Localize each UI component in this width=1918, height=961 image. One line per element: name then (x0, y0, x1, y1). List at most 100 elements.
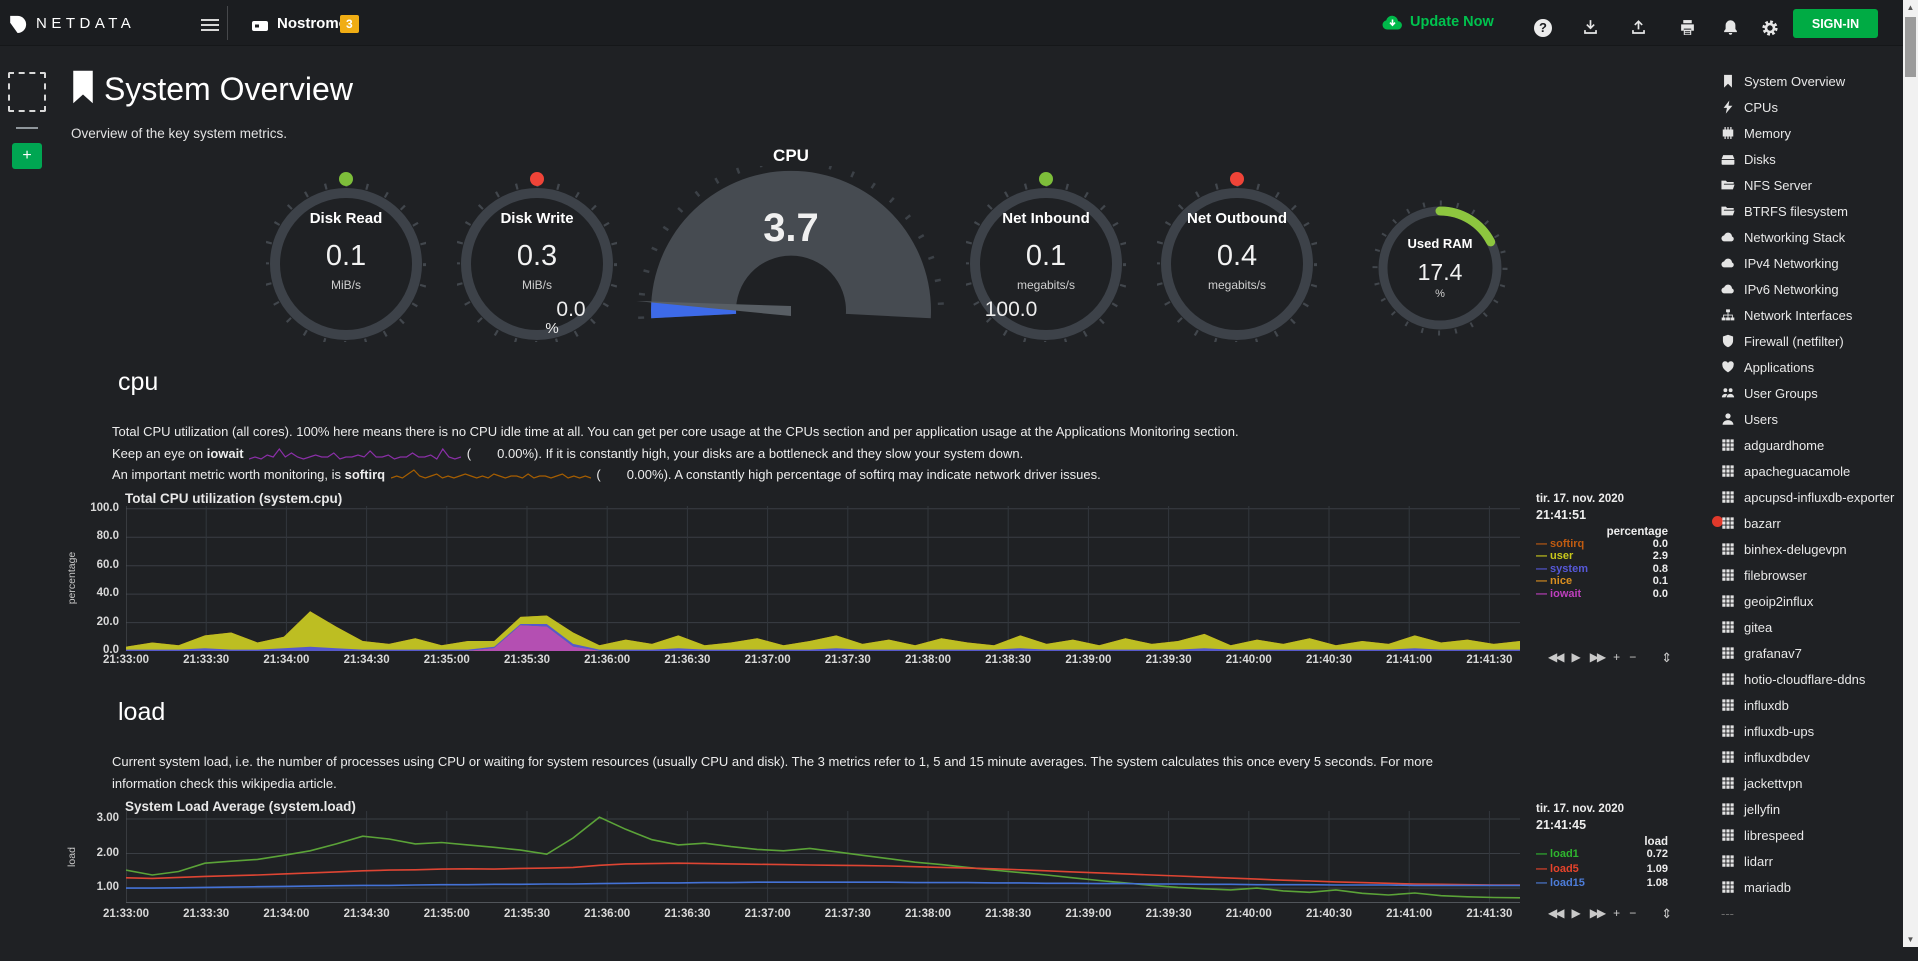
sidebar-item-jellyfin[interactable]: jellyfin (1721, 796, 1903, 822)
sidebar-item-label: User Groups (1744, 385, 1818, 401)
chart-pan-forward-button[interactable]: ▶▶ (1589, 906, 1607, 920)
cpu-chart-plot[interactable] (126, 506, 1520, 651)
sidebar-item-geoip2influx[interactable]: geoip2influx (1721, 588, 1903, 614)
gear-icon[interactable] (1761, 19, 1779, 37)
node-name[interactable]: Nostromo (277, 15, 348, 32)
gauge-used-ram[interactable]: Used RAM 17.4 % (1370, 196, 1510, 346)
x-tick-label: 21:36:30 (664, 654, 711, 666)
sidebar-item-apacheguacamole[interactable]: apacheguacamole (1721, 458, 1903, 484)
sidebar-item-mariadb[interactable]: mariadb (1721, 874, 1903, 900)
gauge-disk-read[interactable]: Disk Read 0.1 MiB/s (263, 172, 429, 347)
hamburger-menu-icon[interactable] (201, 19, 219, 34)
load-chart-plot[interactable] (126, 811, 1520, 903)
sidebar-item-applications[interactable]: Applications (1721, 354, 1903, 380)
grid-icon (1722, 828, 1734, 841)
shield-icon (1722, 334, 1734, 347)
chart-pan-back-button[interactable]: ◀◀ (1548, 650, 1565, 664)
chart-resize-handle[interactable]: ⇕ (1661, 650, 1673, 665)
sign-in-button[interactable]: SIGN-IN (1793, 9, 1878, 38)
sidebar-item-binhex-delugevpn[interactable]: binhex-delugevpn (1721, 536, 1903, 562)
sidebar-item-influxdb[interactable]: influxdb (1721, 692, 1903, 718)
legend-row-user[interactable]: — user 2.9 (1536, 550, 1668, 563)
legend-row-load5[interactable]: — load5 1.09 (1536, 862, 1668, 875)
sidebar-item-label: influxdbdev (1744, 749, 1810, 765)
legend-row-load1[interactable]: — load1 0.72 (1536, 848, 1668, 860)
gauge-disk-write[interactable]: Disk Write 0.3 MiB/s (454, 172, 620, 347)
sidebar-item-ipv4-networking[interactable]: IPv4 Networking (1721, 250, 1903, 276)
legend-row-system[interactable]: — system 0.8 (1536, 562, 1668, 575)
sidebar-item-disks[interactable]: Disks (1721, 146, 1903, 172)
gauge-value: 0.3 (516, 240, 558, 272)
gauge-unit: MiB/s (331, 278, 361, 292)
sidebar-item-user-groups[interactable]: User Groups (1721, 380, 1903, 406)
sidebar-item-hotio-cloudflare-ddns[interactable]: hotio-cloudflare-ddns (1721, 666, 1903, 692)
sidebar-item-jackettvpn[interactable]: jackettvpn (1721, 770, 1903, 796)
chart-pan-back-button[interactable]: ◀◀ (1548, 906, 1565, 920)
add-dashboard-button[interactable]: + (12, 143, 42, 169)
sidebar-item-bazarr[interactable]: bazarr (1721, 510, 1903, 536)
sidebar-item-lidarr[interactable]: lidarr (1721, 848, 1903, 874)
gauge-status-dot (339, 172, 353, 186)
grid-icon (1722, 724, 1734, 737)
chart-zoom-out-button[interactable]: − (1629, 906, 1637, 920)
sidebar-item-adguardhome[interactable]: adguardhome (1721, 432, 1903, 458)
chart-zoom-in-button[interactable]: + (1613, 650, 1621, 664)
sidebar-item-networking-stack[interactable]: Networking Stack (1721, 224, 1903, 250)
page-scrollbar[interactable]: ▲ ▼ (1903, 0, 1918, 947)
legend-row-load15[interactable]: — load15 1.08 (1536, 877, 1668, 889)
sidebar-item-network-interfaces[interactable]: Network Interfaces (1721, 302, 1903, 328)
node-alarm-badge[interactable]: 3 (340, 15, 359, 33)
chart-pan-forward-button[interactable]: ▶▶ (1589, 650, 1607, 664)
chart-play-button[interactable]: ▶ (1571, 906, 1581, 920)
sidebar-item-nfs-server[interactable]: NFS Server (1721, 172, 1903, 198)
sidebar-item-ipv6-networking[interactable]: IPv6 Networking (1721, 276, 1903, 302)
memory-icon (1722, 126, 1734, 139)
sidebar-item-filebrowser[interactable]: filebrowser (1721, 562, 1903, 588)
x-tick-label: 21:35:00 (423, 908, 470, 920)
sidebar-item-memory[interactable]: Memory (1721, 120, 1903, 146)
sidebar-item-influxdbdev[interactable]: influxdbdev (1721, 744, 1903, 770)
sidebar-item-btrfs-filesystem[interactable]: BTRFS filesystem (1721, 198, 1903, 224)
sidebar-item-influxdb-ups[interactable]: influxdb-ups (1721, 718, 1903, 744)
help-icon[interactable]: ? (1534, 19, 1552, 37)
bell-icon[interactable] (1722, 19, 1739, 36)
grid-icon (1722, 516, 1734, 529)
sidebar-item-users[interactable]: Users (1721, 406, 1903, 432)
update-now-button[interactable]: Update Now (1382, 14, 1494, 30)
legend-row-softirq[interactable]: — softirq 0.0 (1536, 538, 1668, 550)
sidebar-item-gitea[interactable]: gitea (1721, 614, 1903, 640)
scrollbar-up-arrow[interactable]: ▲ (1906, 3, 1915, 12)
sidebar-item-firewall-netfilter[interactable]: Firewall (netfilter) (1721, 328, 1903, 354)
netdata-logo (10, 15, 27, 33)
sidebar-item-grafanav7[interactable]: grafanav7 (1721, 640, 1903, 666)
chart-resize-handle[interactable]: ⇕ (1661, 906, 1673, 921)
sidebar-item-label: bazarr (1744, 515, 1781, 531)
upload-icon[interactable] (1630, 19, 1647, 36)
grid-icon (1722, 490, 1734, 503)
sidebar-item-apcupsd-influxdb-exporter[interactable]: apcupsd-influxdb-exporter (1721, 484, 1903, 510)
scrollbar-down-arrow[interactable]: ▼ (1906, 935, 1915, 944)
scrollbar-thumb[interactable] (1905, 17, 1916, 77)
bookmark-icon (73, 70, 93, 104)
used-ram-title: Used RAM (1407, 236, 1473, 251)
chart-zoom-in-button[interactable]: + (1613, 906, 1621, 920)
cpu-gauge[interactable]: 3.7 (616, 166, 966, 326)
legend-row-iowait[interactable]: — iowait 0.0 (1536, 587, 1668, 600)
selection-tool[interactable] (8, 72, 46, 112)
sidebar-item-cpus[interactable]: CPUs (1721, 94, 1903, 120)
gauge-net-outbound[interactable]: Net Outbound 0.4 megabits/s (1154, 172, 1320, 347)
chart-play-button[interactable]: ▶ (1571, 650, 1581, 664)
iowait-sparkline (248, 447, 462, 460)
gutter-divider (16, 127, 38, 129)
sidebar-item-system-overview[interactable]: System Overview (1721, 68, 1903, 94)
print-icon[interactable] (1679, 19, 1696, 36)
grid-icon (1722, 672, 1734, 685)
legend-units: load (1644, 836, 1668, 848)
legend-units: percentage (1606, 526, 1668, 538)
alarm-indicator[interactable] (1712, 516, 1723, 527)
sidebar-item-librespeed[interactable]: librespeed (1721, 822, 1903, 848)
y-tick-label: 80.0 (96, 530, 119, 543)
legend-row-nice[interactable]: — nice 0.1 (1536, 575, 1668, 588)
download-icon[interactable] (1582, 19, 1599, 36)
chart-zoom-out-button[interactable]: − (1629, 650, 1637, 664)
